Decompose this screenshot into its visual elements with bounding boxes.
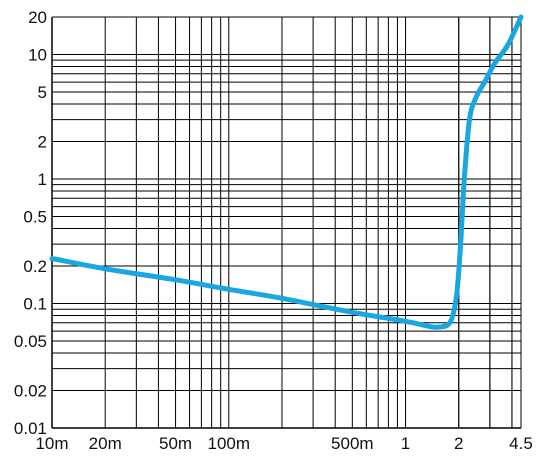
y-tick-label: 0.1 bbox=[23, 294, 47, 313]
series-layer bbox=[49, 14, 524, 330]
y-tick-label: 10 bbox=[28, 45, 47, 64]
x-tick-label: 20m bbox=[89, 434, 122, 453]
series-line bbox=[49, 14, 524, 330]
x-tick-label: 100m bbox=[208, 434, 251, 453]
y-tick-label: 20 bbox=[28, 8, 47, 27]
x-tick-label: 50m bbox=[159, 434, 192, 453]
x-tick-label: 1 bbox=[401, 434, 410, 453]
x-tick-label: 500m bbox=[331, 434, 374, 453]
axes bbox=[51, 16, 522, 429]
x-tick-label: 10m bbox=[35, 434, 68, 453]
y-tick-label: 5 bbox=[38, 83, 47, 102]
y-tick-label: 0.5 bbox=[23, 207, 47, 226]
y-tick-label: 1 bbox=[38, 170, 47, 189]
y-tick-label: 0.2 bbox=[23, 257, 47, 276]
y-tick-label: 0.02 bbox=[14, 382, 47, 401]
y-tick-label: 0.01 bbox=[14, 419, 47, 438]
y-tick-label: 0.05 bbox=[14, 332, 47, 351]
y-tick-label: 2 bbox=[38, 133, 47, 152]
x-tick-label: 2 bbox=[454, 434, 463, 453]
grid bbox=[51, 16, 521, 429]
x-tick-label: 4.5 bbox=[509, 434, 533, 453]
